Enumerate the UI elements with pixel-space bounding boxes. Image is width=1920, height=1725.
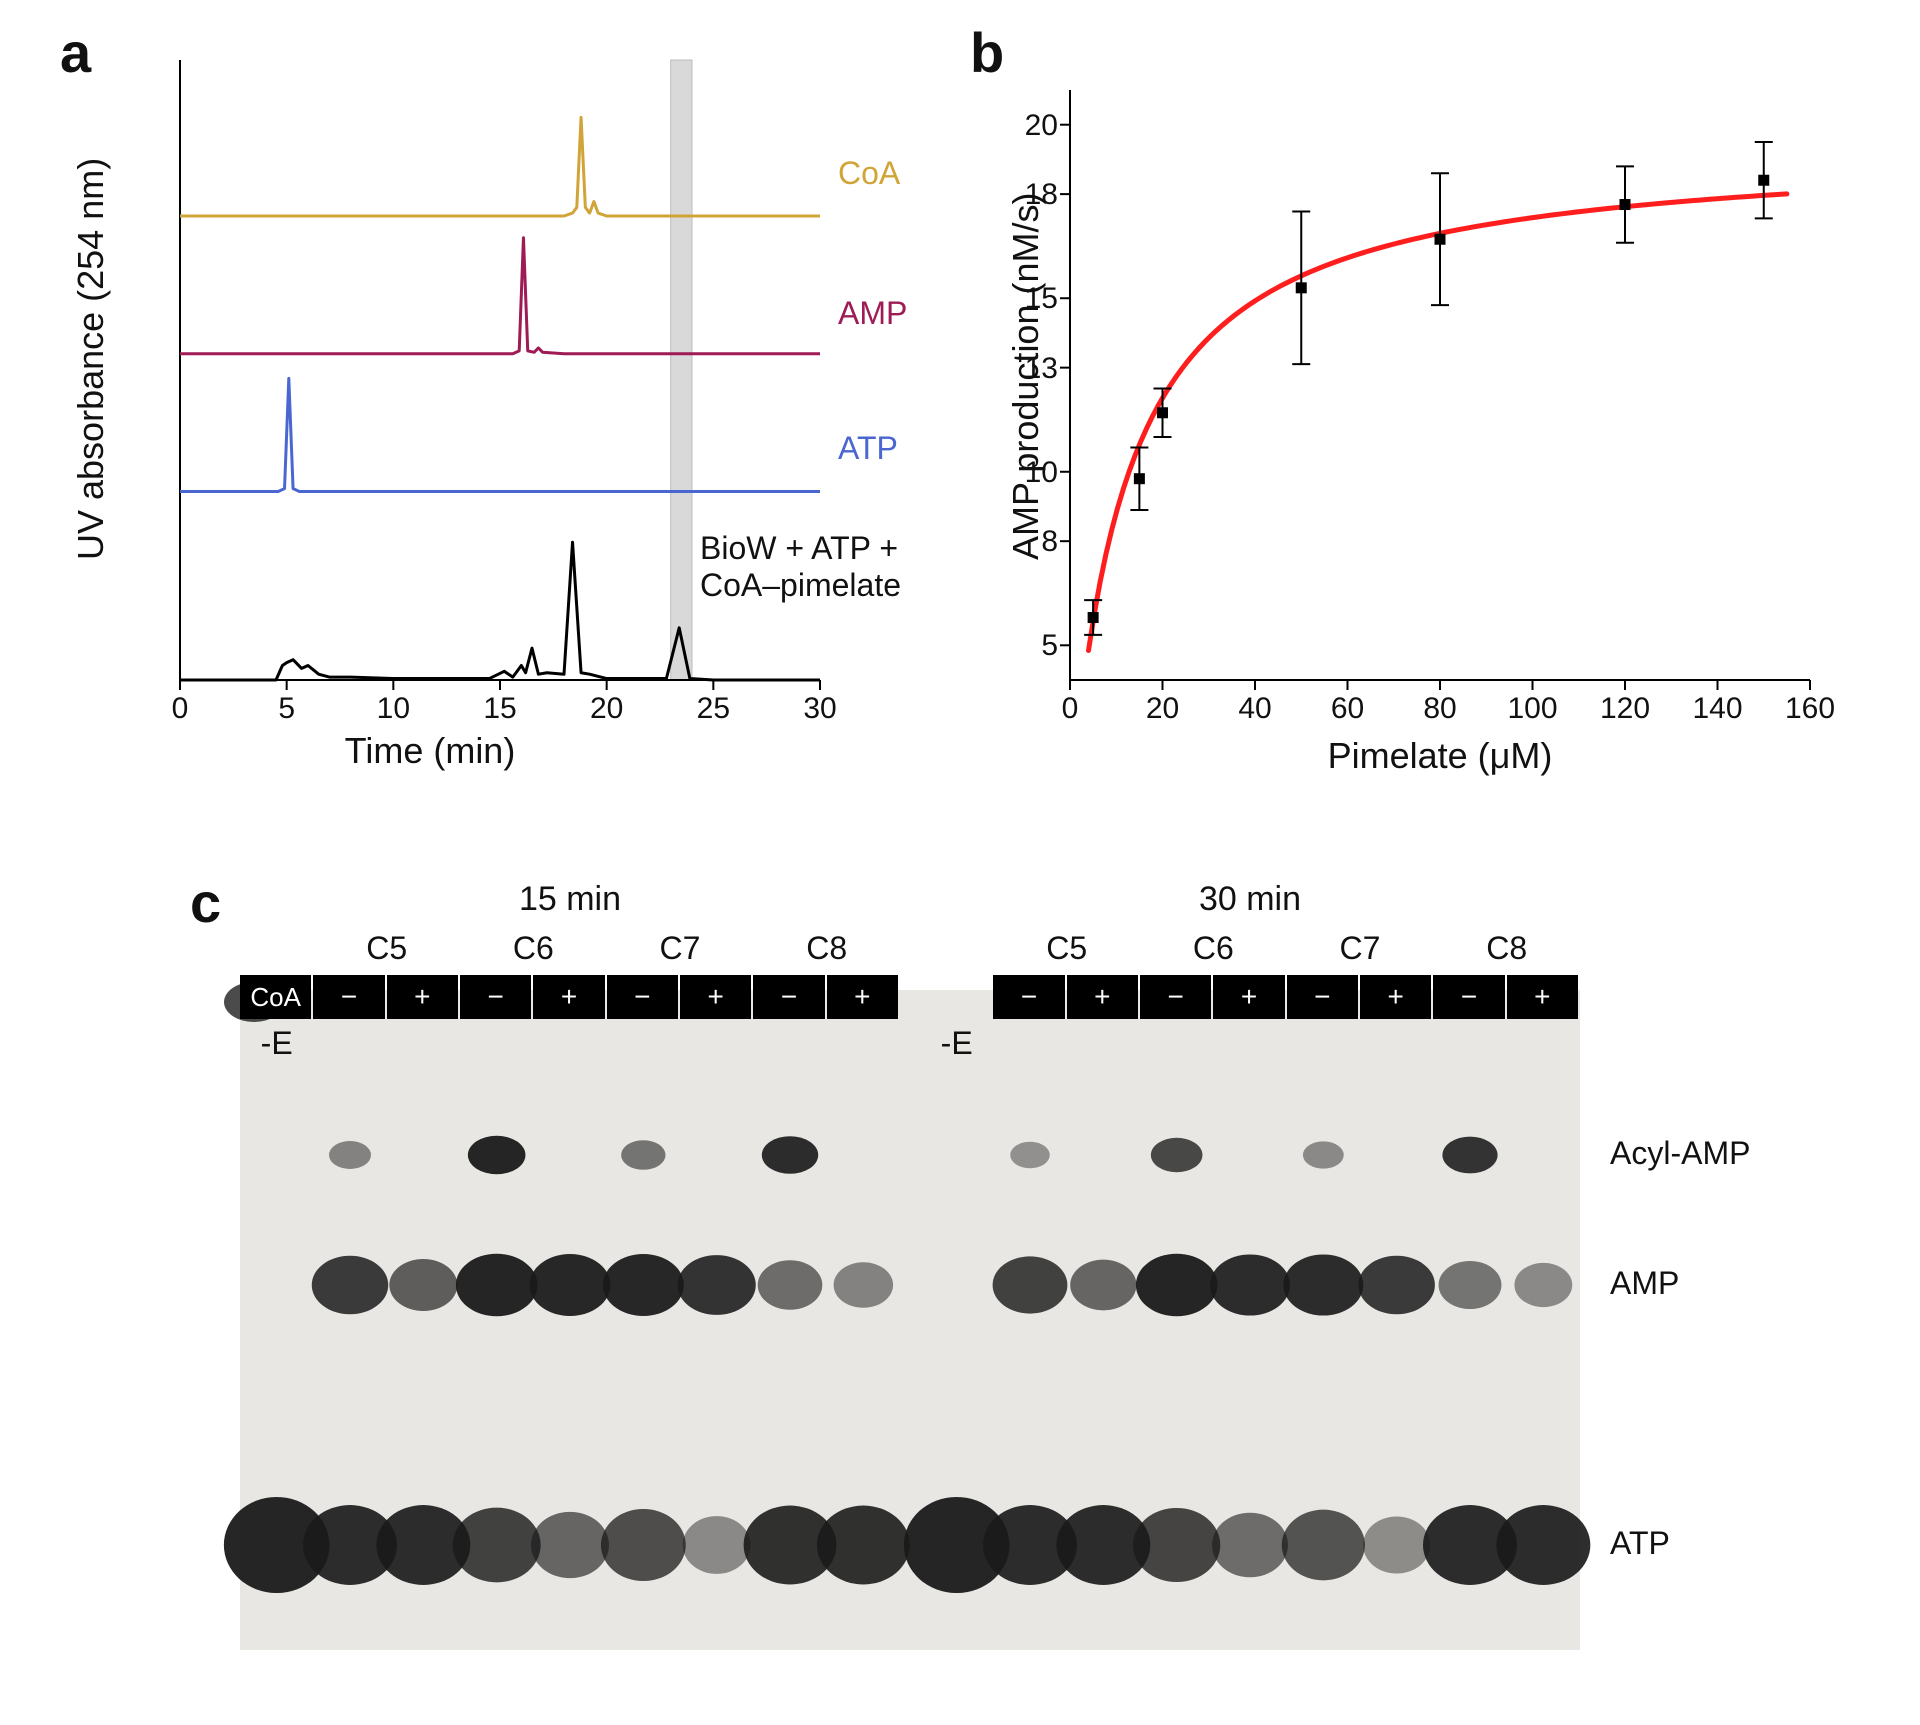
panel-c-coa-sign: + — [1360, 975, 1431, 1019]
panel-b-xtick: 0 — [1040, 692, 1100, 726]
panel-a-xtick: 30 — [795, 692, 845, 726]
panel-c-coa-sign: − — [313, 975, 384, 1019]
panel-a-xlabel: Time (min) — [345, 730, 516, 772]
panel-c-coa-sign: + — [1213, 975, 1284, 1019]
panel-c-coa-sign: − — [1287, 975, 1358, 1019]
panel-c-coa-sign: + — [827, 975, 898, 1019]
trace-label-biow: BioW + ATP + CoA–pimelate — [700, 530, 960, 604]
panel-b-ytick: 8 — [1010, 525, 1058, 559]
panel-b-xtick: 20 — [1133, 692, 1193, 726]
panel-a-xtick: 25 — [688, 692, 738, 726]
panel-c-coa-blank — [920, 975, 991, 1019]
panel-b-xtick: 120 — [1595, 692, 1655, 726]
panel-c-coa-sign: + — [1507, 975, 1578, 1019]
panel-c-time-label: 30 min — [1170, 880, 1330, 919]
panel-c-substrate-label: C7 — [1320, 930, 1400, 967]
panel-c-minusE-label: -E — [247, 1025, 307, 1062]
panel-c-substrate-label: C5 — [1027, 930, 1107, 967]
panel-b-ytick: 18 — [1010, 178, 1058, 212]
panel-c-coa-sign: − — [993, 975, 1064, 1019]
panel-b-ytick: 5 — [1010, 629, 1058, 663]
panel-b-ytick: 13 — [1010, 352, 1058, 386]
trace-label-coa: CoA — [838, 155, 900, 192]
figure-svg — [0, 0, 1920, 1725]
panel-b-xtick: 100 — [1503, 692, 1563, 726]
panel-b-xtick: 60 — [1318, 692, 1378, 726]
panel-c-time-label: 15 min — [490, 880, 650, 919]
panel-b-ytick: 15 — [1010, 282, 1058, 316]
panel-c-coa-sign: + — [680, 975, 751, 1019]
panel-b-xtick: 140 — [1688, 692, 1748, 726]
panel-b-xtick: 80 — [1410, 692, 1470, 726]
panel-c-substrate-label: C5 — [347, 930, 427, 967]
panel-c-side-label: ATP — [1610, 1525, 1670, 1562]
panel-b-ytick: 10 — [1010, 456, 1058, 490]
panel-c-substrate-label: C6 — [493, 930, 573, 967]
panel-b-ytick: 20 — [1010, 109, 1058, 143]
panel-c-substrate-label: C8 — [1467, 930, 1547, 967]
panel-a-ylabel: UV absorbance (254 nm) — [70, 158, 112, 560]
panel-c-side-label: AMP — [1610, 1265, 1679, 1302]
panel-c-coa-sign: − — [1140, 975, 1211, 1019]
trace-label-atp: ATP — [838, 430, 898, 467]
trace-label-amp: AMP — [838, 295, 907, 332]
panel-c-coa-sign: − — [753, 975, 824, 1019]
panel-c-coa-sign: − — [460, 975, 531, 1019]
panel-c-coa-sign: − — [1433, 975, 1504, 1019]
panel-c-coa-sign: − — [607, 975, 678, 1019]
panel-c-coa-sign: + — [1067, 975, 1138, 1019]
panel-c-minusE-label: -E — [927, 1025, 987, 1062]
figure-root: a b c UV absorbance (254 nm) Time (min) … — [0, 0, 1920, 1725]
panel-b-xtick: 160 — [1780, 692, 1840, 726]
panel-c-coa-label-cell: CoA — [240, 975, 311, 1019]
panel-a-xtick: 20 — [582, 692, 632, 726]
panel-c-side-label: Acyl-AMP — [1610, 1135, 1750, 1172]
panel-c-coa-sign: + — [533, 975, 604, 1019]
panel-a-xtick: 5 — [262, 692, 312, 726]
panel-a-xtick: 0 — [155, 692, 205, 726]
panel-b-xtick: 40 — [1225, 692, 1285, 726]
panel-c-substrate-label: C6 — [1173, 930, 1253, 967]
panel-c-coa-sign: + — [387, 975, 458, 1019]
panel-a-xtick: 10 — [368, 692, 418, 726]
panel-b-xlabel: Pimelate (μM) — [1328, 735, 1553, 777]
panel-c-substrate-label: C8 — [787, 930, 867, 967]
panel-c-substrate-label: C7 — [640, 930, 720, 967]
panel-a-xtick: 15 — [475, 692, 525, 726]
